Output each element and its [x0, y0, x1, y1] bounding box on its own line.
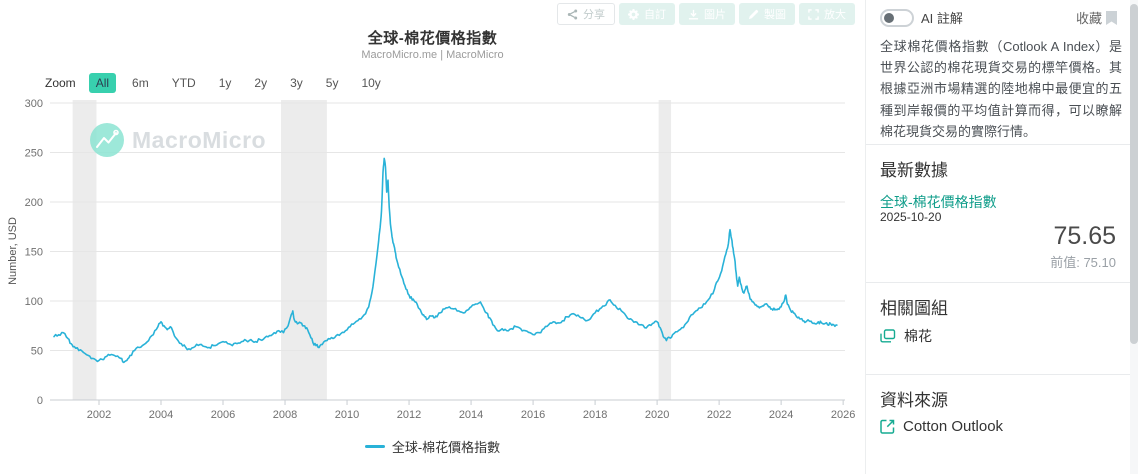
recession-band [280, 100, 327, 400]
price-chart[interactable]: 0 50 100 150 200 250 300 MacroMicro 2002 2004 2006… [0, 0, 865, 474]
previous-value-number: 75.10 [1083, 255, 1116, 270]
x-tick-label: 2016 [521, 409, 545, 421]
zoom-button-5y[interactable]: 5y [325, 76, 339, 90]
sidebar-divider [866, 374, 1131, 375]
recession-band [658, 100, 672, 400]
chart-builder-button-label: 製圖 [764, 9, 786, 21]
toggle-knob [884, 12, 894, 23]
x-tick-label: 2022 [707, 409, 731, 421]
download-icon [688, 9, 699, 19]
chart-panel: 分享 自訂 圖片 製圖 放大 全球-棉花價格指數 MacroMicro.me |… [0, 0, 865, 474]
y-tick-label: 0 [37, 395, 43, 407]
info-sidebar: AI 註解 收藏 全球棉花價格指數（Cotlook A Index）是世界公認的… [865, 0, 1138, 474]
chart-subtitle: MacroMicro.me | MacroMicro [361, 49, 504, 61]
zoom-button-ytd[interactable]: YTD [171, 76, 196, 90]
favorite-button[interactable]: 收藏 [1076, 8, 1117, 27]
zoom-button-1y[interactable]: 1y [218, 76, 232, 90]
x-tick-label: 2020 [645, 409, 669, 421]
image-download-button-label: 圖片 [704, 9, 726, 21]
collection-icon [880, 329, 896, 343]
share-button[interactable]: 分享 [557, 3, 615, 25]
data-source-label: Cotton Outlook [903, 418, 1004, 435]
image-download-button[interactable]: 圖片 [679, 3, 735, 25]
fullscreen-button-label: 放大 [824, 9, 846, 21]
x-tick-label: 2018 [583, 409, 607, 421]
chart-builder-button[interactable]: 製圖 [739, 3, 795, 25]
previous-value: 前值: 75.10 [1050, 252, 1116, 271]
previous-value-label: 前值: [1050, 255, 1080, 270]
sidebar-divider [866, 144, 1131, 145]
sidebar-scrollbar[interactable] [1130, 0, 1138, 474]
gear-icon [628, 8, 639, 20]
latest-value: 75.65 [1053, 222, 1116, 250]
zoom-button-all[interactable]: All [88, 73, 117, 93]
recession-band [72, 100, 97, 400]
related-group-label: 棉花 [904, 328, 932, 344]
y-axis-title: Number, USD [7, 217, 19, 285]
x-tick-label: 2008 [273, 409, 297, 421]
bookmark-icon [1106, 10, 1117, 25]
ai-annotation-toggle[interactable] [880, 8, 914, 27]
x-tick-label: 2026 [831, 409, 855, 421]
pencil-icon [748, 9, 759, 19]
data-source-heading: 資料來源 [880, 391, 948, 410]
price-line[interactable] [53, 157, 838, 364]
x-tick-label: 2002 [87, 409, 111, 421]
watermark-logo-dot [113, 129, 119, 136]
y-tick-label: 100 [25, 296, 43, 308]
latest-series-link[interactable]: 全球-棉花價格指數 [880, 194, 997, 210]
related-groups-heading: 相關圖組 [880, 299, 948, 318]
legend-label: 全球-棉花價格指數 [391, 440, 501, 455]
x-tick-label: 2004 [149, 409, 173, 421]
x-tick-label: 2010 [335, 409, 359, 421]
scrollbar-thumb[interactable] [1130, 4, 1138, 344]
zoom-label: Zoom [45, 76, 76, 90]
latest-date: 2025-10-20 [880, 210, 942, 224]
y-tick-label: 150 [25, 247, 43, 259]
ai-annotation-label: AI 註解 [921, 11, 963, 26]
watermark-logo-zigzag [96, 132, 117, 148]
indicator-description: 全球棉花價格指數（Cotlook A Index）是世界公認的棉花現貨交易的標竿… [880, 39, 1122, 139]
fullscreen-button[interactable]: 放大 [799, 3, 855, 25]
share-icon [567, 9, 578, 19]
data-source-link[interactable]: Cotton Outlook [880, 418, 1003, 435]
y-tick-label: 250 [25, 148, 43, 160]
customize-button[interactable]: 自訂 [619, 3, 675, 25]
favorite-label: 收藏 [1075, 11, 1102, 26]
x-tick-label: 2014 [459, 409, 483, 421]
chart-toolbar: 分享 自訂 圖片 製圖 放大 [557, 3, 855, 25]
zoom-range-bar: Zoom All 6m YTD 1y 2y 3y 5y 10y [45, 73, 397, 93]
chart-title: 全球-棉花價格指數 [367, 30, 498, 47]
related-group-link[interactable]: 棉花 [880, 326, 932, 346]
external-link-icon [880, 419, 895, 434]
latest-data-heading: 最新數據 [880, 161, 948, 180]
sidebar-header-row: AI 註解 收藏 [880, 8, 1117, 27]
customize-button-label: 自訂 [644, 9, 666, 21]
y-tick-label: 300 [25, 98, 43, 110]
chart-legend[interactable]: 全球-棉花價格指數 [0, 437, 865, 456]
share-button-label: 分享 [583, 9, 605, 21]
ai-annotation-toggle-wrap: AI 註解 [880, 8, 963, 27]
zoom-button-2y[interactable]: 2y [254, 76, 268, 90]
expand-icon [808, 8, 819, 20]
x-tick-label: 2024 [769, 409, 793, 421]
x-tick-label: 2006 [211, 409, 235, 421]
watermark-text: MacroMicro [132, 127, 266, 153]
zoom-button-3y[interactable]: 3y [290, 76, 303, 90]
y-tick-label: 200 [25, 197, 43, 209]
sidebar-divider [866, 282, 1131, 283]
zoom-button-6m[interactable]: 6m [132, 76, 149, 90]
legend-line-marker [364, 445, 385, 448]
y-tick-label: 50 [31, 346, 43, 358]
x-tick-label: 2012 [397, 409, 421, 421]
zoom-button-10y[interactable]: 10y [361, 76, 381, 90]
